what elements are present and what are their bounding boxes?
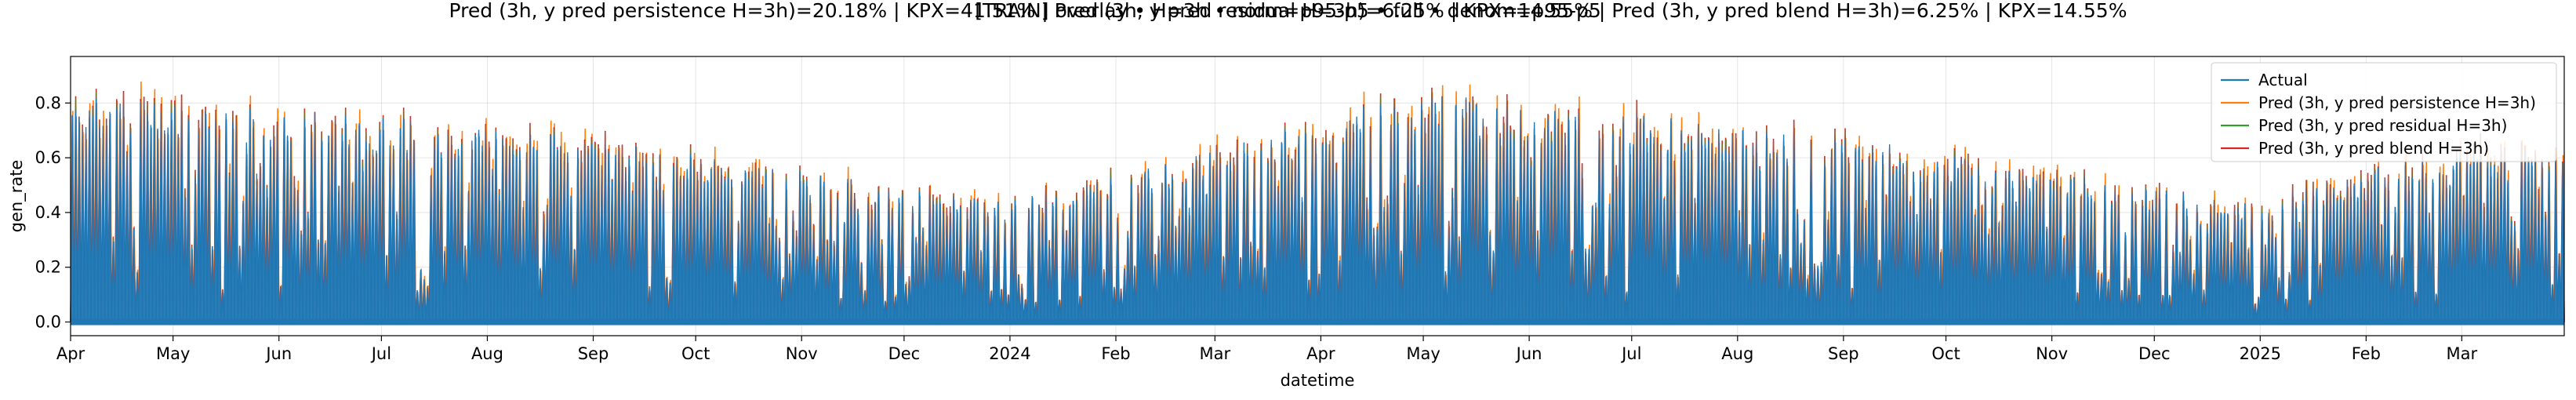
x-tick-label: Oct — [681, 344, 710, 363]
x-tick-label: Nov — [786, 344, 818, 363]
x-tick-label: Apr — [56, 344, 85, 363]
x-tick-label: Jul — [370, 344, 391, 363]
legend-label: Pred (3h, y pred blend H=3h) — [2258, 139, 2489, 158]
x-tick-label: Mar — [1200, 344, 1231, 363]
series-layer — [70, 82, 2565, 325]
x-tick-label: Mar — [2447, 344, 2478, 363]
x-tick-label: Jul — [1620, 344, 1641, 363]
chart-subtitle: Pred (3h, y pred persistence H=3h)=20.18… — [449, 0, 2127, 22]
legend-label: Pred (3h, y pred residual H=3h) — [2258, 116, 2507, 135]
x-tick-label: Aug — [471, 344, 503, 363]
x-axis: Apr May Jun Jul Aug Sep Oct Nov Dec 2024 Feb Mar Apr… — [56, 336, 2478, 363]
x-tick-label: 2024 — [989, 344, 1030, 363]
chart-title: [TRAIN] overlay • H=3h • norm=p95-p5 • f… — [975, 0, 1601, 22]
x-tick-label: Jun — [264, 344, 292, 363]
y-tick-label: 0.6 — [35, 148, 61, 167]
x-tick-label: Oct — [1931, 344, 1960, 363]
x-tick-label: Dec — [2138, 344, 2171, 363]
legend: Actual Pred (3h, y pred persistence H=3h)… — [2211, 62, 2557, 162]
y-tick-label: 0.4 — [35, 203, 61, 222]
x-tick-label: Nov — [2036, 344, 2068, 363]
plot-frame — [70, 56, 2565, 336]
x-tick-label: Sep — [578, 344, 609, 363]
legend-box — [2211, 62, 2557, 162]
y-tick-label: 0.0 — [35, 313, 61, 332]
x-tick-label: Sep — [1828, 344, 1859, 363]
y-axis: 0.0 0.2 0.4 0.6 0.8 — [35, 93, 71, 332]
x-tick-label: Feb — [2352, 344, 2381, 363]
y-tick-label: 0.2 — [35, 258, 61, 277]
legend-label: Pred (3h, y pred persistence H=3h) — [2258, 93, 2536, 112]
x-tick-label: Feb — [1101, 344, 1130, 363]
x-tick-label: Dec — [888, 344, 921, 363]
x-tick-label: May — [1406, 344, 1440, 363]
x-tick-label: Aug — [1721, 344, 1753, 363]
y-axis-label: gen_rate — [7, 160, 27, 233]
series-actual-line — [70, 96, 2565, 323]
x-axis-label: datetime — [1281, 371, 1355, 390]
x-tick-label: Apr — [1306, 344, 1335, 363]
x-tick-label: May — [156, 344, 190, 363]
x-tick-label: Jun — [1515, 344, 1542, 363]
legend-label: Actual — [2258, 71, 2308, 89]
y-tick-label: 0.8 — [35, 93, 61, 112]
x-tick-label: 2025 — [2240, 344, 2281, 363]
series-actual-baseline — [71, 318, 2564, 325]
